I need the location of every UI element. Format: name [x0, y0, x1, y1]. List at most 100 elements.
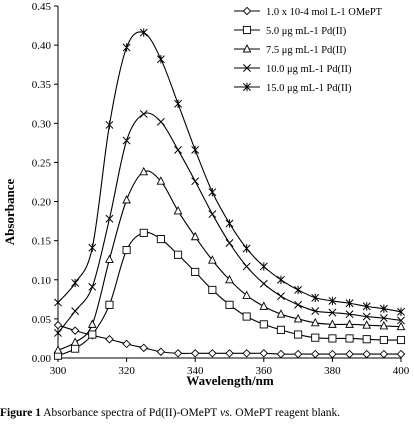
series-5-point [259, 262, 268, 271]
series-3-point [190, 231, 200, 241]
series-4-point [156, 117, 165, 126]
y-tick-label: 0.30 [32, 118, 52, 130]
series-4-point [379, 314, 388, 323]
series-5-point [379, 304, 388, 313]
series-1-point [139, 343, 148, 353]
series-1-point [362, 349, 371, 359]
series-5-point [71, 278, 80, 288]
series-2 [53, 228, 406, 360]
legend-marker [242, 44, 252, 53]
series-1 [53, 320, 406, 359]
legend-label: 5.0 μg mL-1 Pd(II) [266, 26, 347, 37]
legend-marker [243, 82, 251, 92]
series-2-point [294, 330, 303, 339]
x-tick-label: 400 [393, 365, 410, 377]
series-3-point [87, 319, 97, 328]
series-5-point [397, 307, 405, 317]
series-4 [54, 109, 405, 337]
series-2-point [328, 334, 337, 343]
legend-label: 10.0 μg mL-1 Pd(II) [266, 64, 352, 75]
series-1-point [293, 349, 303, 359]
series-4-point [88, 282, 97, 291]
series-4-point [242, 262, 251, 271]
caption-label: Figure 1 [0, 407, 41, 419]
series-4-point [328, 308, 337, 317]
series-2-point [379, 335, 388, 345]
series-3-point [70, 337, 80, 346]
series-layer [53, 28, 406, 360]
figure-caption: Figure 1 Absorbance spectra of Pd(II)-OM… [0, 407, 414, 419]
series-2-point [225, 300, 234, 309]
series-5-point [139, 28, 148, 37]
series-1-point [311, 349, 320, 359]
series-5-point [294, 285, 303, 295]
absorbance-chart: 0.00 0.05 0.10 0.15 0.20 0.25 0.30 0.35 0.40 0.45… [2, 1, 410, 388]
series-1-point [122, 339, 131, 349]
series-1-point [396, 349, 406, 359]
x-tick-label: 360 [256, 365, 273, 377]
series-4-point [276, 292, 285, 301]
y-tick-label: 0.00 [32, 353, 52, 365]
series-3-point [328, 319, 337, 328]
series-2-point [311, 333, 320, 342]
y-tick-label: 0.10 [32, 275, 52, 287]
caption-italic: vs. [219, 407, 233, 419]
series-5-point [88, 243, 97, 252]
series-2-point [191, 267, 200, 277]
series-5-point [174, 99, 183, 108]
series-2-point [105, 300, 114, 309]
series-4-point [311, 307, 320, 316]
series-1-point [105, 334, 114, 344]
series-5-point [54, 298, 62, 307]
x-tick-label: 320 [118, 365, 135, 377]
series-1-point [70, 326, 80, 335]
series-4-point [225, 239, 234, 247]
caption-text: Absorbance spectra of Pd(II)-OMePT [41, 407, 220, 419]
series-5-point [311, 293, 320, 302]
y-tick-label: 0.35 [32, 79, 52, 91]
series-4-point [362, 312, 371, 321]
series-4-point [345, 310, 354, 319]
x-tick-label: 340 [187, 365, 204, 377]
y-tick-label: 0.20 [32, 197, 52, 209]
series-1-point [345, 349, 354, 359]
series-2-point [71, 344, 80, 353]
series-3-point [105, 254, 114, 263]
series-1-point [53, 320, 63, 330]
series-2-point [156, 235, 165, 244]
series-5-point [328, 296, 337, 306]
series-2-point [259, 320, 268, 329]
series-4-point [259, 279, 268, 288]
series-3-point [259, 301, 269, 310]
series-4-point [191, 177, 200, 186]
legend-marker [242, 25, 252, 35]
series-3-point [122, 195, 131, 204]
series-2-point [173, 250, 183, 259]
y-tick-label: 0.45 [32, 1, 52, 13]
series-4-point [397, 316, 405, 325]
series-1-point [156, 347, 166, 356]
series-1-point [173, 349, 183, 358]
series-4-point [174, 145, 183, 154]
series-3-point [362, 320, 372, 329]
series-5-point [345, 299, 354, 308]
series-5-point [362, 302, 371, 311]
series-4-point [54, 329, 62, 337]
series-5 [54, 28, 405, 317]
series-5-point [105, 120, 114, 130]
series-2-point [139, 228, 148, 237]
series-1-point [208, 349, 217, 358]
series-5-point [225, 219, 234, 228]
series-3-point [225, 274, 234, 284]
x-tick-label: 380 [324, 365, 341, 377]
series-5-point [242, 244, 251, 253]
y-tick-label: 0.40 [32, 40, 52, 52]
series-4-point [294, 300, 303, 309]
series-4-point [139, 109, 148, 118]
legend-item-1: 1.0 x 10-4 mol L-1 OMePT [234, 6, 383, 18]
series-3-point [53, 345, 63, 354]
series-3-point [379, 320, 389, 330]
legend-item-2: 5.0 μg mL-1 Pd(II) [234, 25, 347, 37]
series-2-point [362, 335, 371, 344]
